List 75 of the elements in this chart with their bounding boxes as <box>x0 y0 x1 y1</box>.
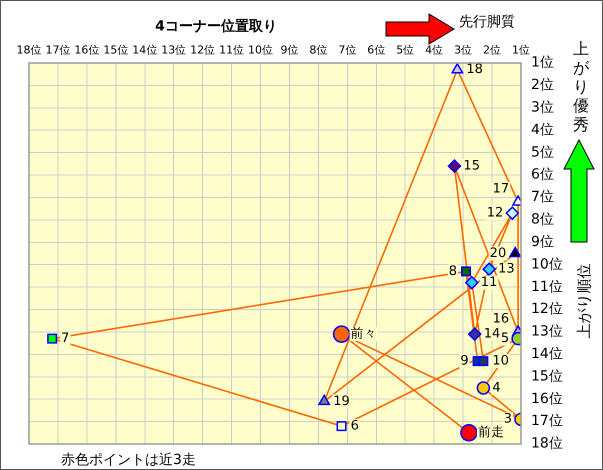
point <box>461 266 472 276</box>
point <box>336 421 347 432</box>
y-tick-label: 18位 <box>531 436 563 452</box>
text: 上がり優秀 <box>573 39 590 134</box>
point <box>451 63 464 74</box>
y-tick-label: 6位 <box>531 166 554 183</box>
y-tick-label: 15位 <box>531 368 563 384</box>
y-tick-label: 9位 <box>531 234 554 250</box>
y-tick-label: 12位 <box>531 301 563 318</box>
x-tick-label: 13位 <box>161 43 186 56</box>
y-tick-label: 16位 <box>531 390 563 407</box>
annotation: 8 <box>448 264 458 279</box>
x-tick-label: 9位 <box>280 43 298 56</box>
y-tick-label: 3位 <box>531 99 554 116</box>
point <box>47 334 58 344</box>
annotation: 前々 <box>350 326 377 342</box>
annotation: 7 <box>61 331 70 346</box>
y-tick-label: 7位 <box>531 189 554 206</box>
x-tick-label: 5位 <box>396 43 414 56</box>
y-tick-label: 14位 <box>531 346 563 362</box>
point <box>465 276 479 290</box>
x-tick-label: 11位 <box>219 43 244 56</box>
point <box>482 262 496 276</box>
annotation: 前走 <box>478 425 504 440</box>
x-tick-label: 10位 <box>248 43 274 56</box>
point <box>318 394 330 406</box>
annotation: 9 <box>460 353 469 368</box>
y-tick-label: 8位 <box>531 212 554 228</box>
annotation: 18 <box>466 62 483 78</box>
y-tick-label: 11位 <box>531 278 563 295</box>
y-tick-label: 1位 <box>531 54 554 71</box>
y-tick-label: 5位 <box>531 144 554 160</box>
y-tick-label: 10位 <box>531 256 563 272</box>
annotation: 20 <box>490 246 506 261</box>
y-tick-label: 4位 <box>531 122 554 138</box>
point <box>509 246 521 258</box>
x-tick-label: 17位 <box>45 43 70 56</box>
annotation: 16 <box>492 311 510 326</box>
point <box>478 356 488 366</box>
annotation: 3 <box>504 412 512 427</box>
x-tick-label: 6位 <box>367 43 386 56</box>
y-tick-label: 13位 <box>531 324 563 340</box>
x-tick-label: 3位 <box>454 43 472 56</box>
point <box>506 206 520 220</box>
x-tick-label: 1位 <box>512 43 530 56</box>
x-tick-label: 4位 <box>425 43 444 56</box>
annotation: 13 <box>498 262 515 277</box>
x-axis-title: 4コーナー位置取り <box>155 18 277 35</box>
x-tick-label: 12位 <box>190 43 216 56</box>
annotation: 11 <box>480 275 498 290</box>
annotation: 10 <box>492 353 509 368</box>
text: 赤色ポイントは近3走 <box>61 451 196 469</box>
annotation: 19 <box>333 394 350 409</box>
point <box>468 327 482 341</box>
point <box>448 159 462 173</box>
y-axis-title: 上がり順位 <box>574 264 593 338</box>
x-tick-label: 2位 <box>483 43 502 56</box>
x-tick-label: 8位 <box>309 43 328 56</box>
y-tick-label: 2位 <box>531 77 554 94</box>
annotation: 14 <box>484 326 500 342</box>
x-tick-label: 18位 <box>16 43 42 56</box>
text: 先行脚質 <box>459 13 515 31</box>
x-tick-label: 16位 <box>74 43 100 56</box>
x-tick-label: 14位 <box>132 43 158 56</box>
annotation: 5 <box>500 331 510 346</box>
annotation: 17 <box>492 181 510 196</box>
point <box>460 424 478 442</box>
annotation: 6 <box>350 418 359 434</box>
annotation: 15 <box>463 158 480 174</box>
y-tick-label: 17位 <box>531 413 563 430</box>
x-tick-label: 15位 <box>103 43 128 56</box>
annotation: 4 <box>492 380 501 396</box>
x-tick-label: 7位 <box>338 43 356 56</box>
point <box>332 325 350 343</box>
annotation: 12 <box>486 206 504 221</box>
